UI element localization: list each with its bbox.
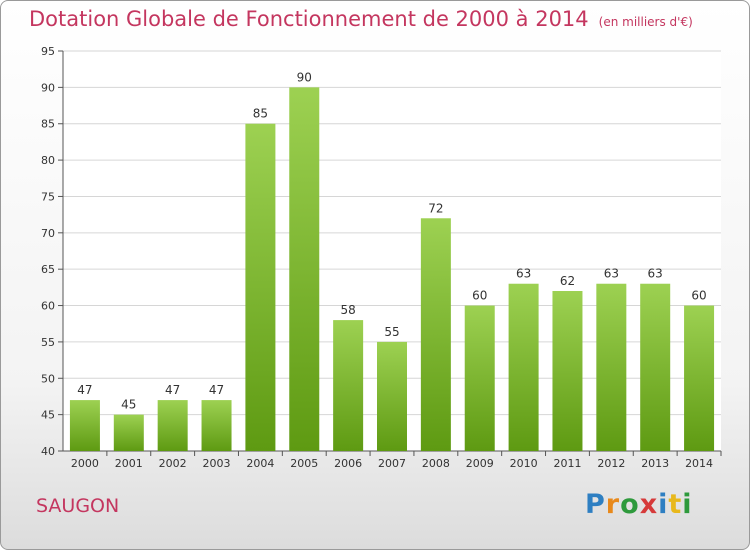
x-tick-label: 2011 — [553, 457, 581, 470]
data-label: 47 — [165, 383, 180, 397]
commune-name: SAUGON — [36, 495, 120, 517]
data-label: 60 — [691, 289, 706, 303]
x-tick-label: 2014 — [685, 457, 713, 470]
data-label: 63 — [604, 267, 619, 281]
y-tick-label: 95 — [41, 45, 55, 58]
x-tick-label: 2003 — [203, 457, 231, 470]
data-label: 72 — [428, 201, 443, 215]
bar — [552, 291, 583, 451]
data-label: 55 — [384, 325, 399, 339]
x-tick-label: 2008 — [422, 457, 450, 470]
y-tick-label: 90 — [41, 81, 55, 94]
bar — [377, 341, 407, 451]
data-label: 58 — [340, 303, 355, 317]
bar — [596, 283, 627, 451]
bar — [69, 400, 100, 451]
data-label: 45 — [121, 398, 136, 412]
bar — [289, 87, 320, 451]
x-tick-label: 2007 — [378, 457, 406, 470]
y-tick-label: 65 — [41, 263, 55, 276]
logo-letter: x — [639, 489, 659, 520]
x-tick-label: 2002 — [159, 457, 187, 470]
bar — [508, 283, 539, 451]
x-tick-label: 2009 — [466, 457, 494, 470]
bar — [684, 305, 715, 451]
x-tick-label: 2000 — [71, 457, 99, 470]
bar — [333, 320, 364, 451]
logo-letter: i — [682, 489, 693, 520]
bar — [420, 218, 451, 451]
data-label: 63 — [648, 267, 663, 281]
data-label: 85 — [253, 107, 268, 121]
x-tick-label: 2006 — [334, 457, 362, 470]
y-tick-label: 40 — [41, 445, 55, 458]
x-tick-label: 2010 — [510, 457, 538, 470]
bar — [113, 414, 144, 451]
bars — [69, 87, 715, 452]
bar — [157, 400, 188, 451]
y-tick-label: 45 — [41, 409, 55, 422]
bar — [464, 305, 495, 451]
x-tick-label: 2004 — [246, 457, 274, 470]
logo-letter: P — [585, 489, 606, 520]
y-tick-label: 60 — [41, 300, 55, 313]
logo-letter: o — [620, 489, 640, 520]
bar — [640, 283, 671, 451]
chart-subtitle: (en milliers d'€) — [598, 15, 693, 29]
y-tick-label: 80 — [41, 154, 55, 167]
x-tick-label: 2005 — [290, 457, 318, 470]
chart-title-text: Dotation Globale de Fonctionnement de 20… — [29, 7, 589, 31]
y-tick-label: 70 — [41, 227, 55, 240]
x-tick-label: 2013 — [641, 457, 669, 470]
x-tick-label: 2012 — [597, 457, 625, 470]
bar — [201, 400, 232, 451]
data-label: 63 — [516, 267, 531, 281]
y-tick-label: 85 — [41, 118, 55, 131]
proxiti-logo: Proxiti — [585, 489, 693, 520]
logo-letter: r — [605, 489, 621, 520]
y-tick-label: 50 — [41, 372, 55, 385]
x-tick-label: 2001 — [115, 457, 143, 470]
data-label: 90 — [297, 70, 312, 84]
y-tick-label: 55 — [41, 336, 55, 349]
logo-letter: t — [668, 489, 683, 520]
data-label: 62 — [560, 274, 575, 288]
data-label: 47 — [209, 383, 224, 397]
data-label: 60 — [472, 289, 487, 303]
logo-letter: i — [658, 489, 669, 520]
labels: 40 45 50 55 60 65 70 75 80 85 90 95 47 2000 45 2001 47 20… — [41, 45, 713, 470]
chart-title: Dotation Globale de Fonctionnement de 20… — [29, 7, 693, 31]
bar — [245, 123, 276, 452]
y-tick-label: 75 — [41, 190, 55, 203]
data-label: 47 — [77, 383, 92, 397]
